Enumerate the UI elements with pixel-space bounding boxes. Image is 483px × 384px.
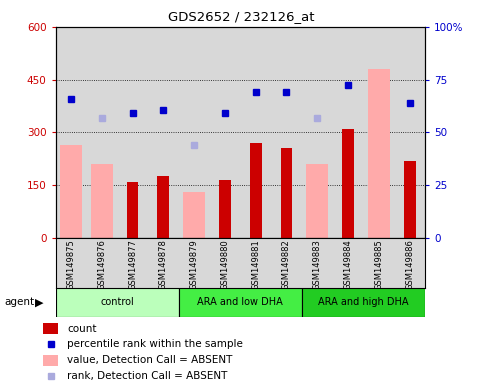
- Text: GSM149881: GSM149881: [251, 239, 260, 290]
- Text: GSM149880: GSM149880: [220, 239, 229, 290]
- Text: GDS2652 / 232126_at: GDS2652 / 232126_at: [168, 10, 315, 23]
- Text: ARA and high DHA: ARA and high DHA: [318, 297, 409, 308]
- Text: value, Detection Call = ABSENT: value, Detection Call = ABSENT: [67, 355, 232, 365]
- Bar: [127, 182, 139, 238]
- Bar: [302, 288, 425, 317]
- Bar: [342, 129, 354, 238]
- Text: GSM149876: GSM149876: [97, 239, 106, 290]
- Text: GSM149883: GSM149883: [313, 239, 322, 290]
- Bar: [281, 148, 292, 238]
- Bar: [250, 143, 262, 238]
- Text: GSM149885: GSM149885: [374, 239, 384, 290]
- Text: ▶: ▶: [35, 297, 43, 308]
- Bar: [404, 161, 415, 238]
- Bar: [307, 164, 328, 238]
- Bar: [91, 164, 113, 238]
- Bar: [43, 354, 58, 366]
- Text: GSM149884: GSM149884: [343, 239, 353, 290]
- Text: control: control: [100, 297, 134, 308]
- Text: GSM149875: GSM149875: [67, 239, 75, 290]
- Text: GSM149886: GSM149886: [405, 239, 414, 290]
- Bar: [43, 323, 58, 334]
- Text: GSM149882: GSM149882: [282, 239, 291, 290]
- Text: percentile rank within the sample: percentile rank within the sample: [67, 339, 243, 349]
- Bar: [60, 145, 82, 238]
- Text: count: count: [67, 324, 97, 334]
- Text: GSM149877: GSM149877: [128, 239, 137, 290]
- Bar: [184, 192, 205, 238]
- Bar: [179, 288, 302, 317]
- Bar: [157, 177, 169, 238]
- Bar: [368, 69, 390, 238]
- Text: rank, Detection Call = ABSENT: rank, Detection Call = ABSENT: [67, 371, 227, 381]
- Text: ARA and low DHA: ARA and low DHA: [198, 297, 283, 308]
- Text: GSM149879: GSM149879: [190, 239, 199, 290]
- Bar: [219, 180, 231, 238]
- Text: agent: agent: [5, 297, 35, 308]
- Text: GSM149878: GSM149878: [159, 239, 168, 290]
- Bar: [56, 288, 179, 317]
